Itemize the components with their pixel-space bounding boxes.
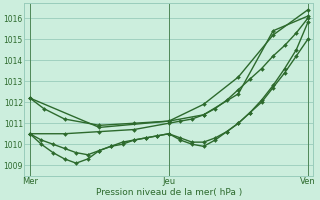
X-axis label: Pression niveau de la mer( hPa ): Pression niveau de la mer( hPa ) (96, 188, 242, 197)
